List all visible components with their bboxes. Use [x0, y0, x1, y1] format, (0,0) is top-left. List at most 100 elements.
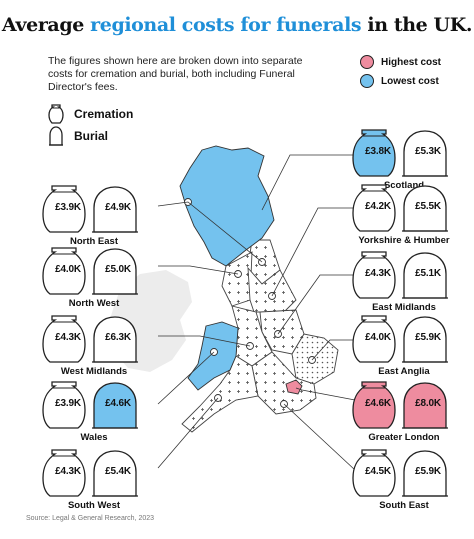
region-name: West Midlands [60, 366, 128, 377]
cremation-cost: £3.9K [55, 398, 81, 409]
cremation-cost: £4.3K [55, 332, 81, 343]
headstone-icon [403, 382, 447, 429]
cremation-cost: £4.6K [365, 398, 391, 409]
urn-icon [42, 449, 86, 497]
urn-icon [352, 315, 396, 363]
leader-greater-london [295, 387, 356, 401]
leader-east-midlands [277, 274, 355, 335]
urn-icon [42, 247, 86, 295]
urn-icon [352, 129, 396, 177]
leader-west-midlands [158, 335, 251, 347]
burial-cost: £5.0K [105, 264, 131, 275]
leader-north-west [158, 265, 239, 275]
headstone-icon [93, 248, 137, 295]
region-south-west-shape [181, 355, 259, 433]
region-block-south-west: £4.3K £5.4K South West [42, 448, 146, 518]
urn-icon [42, 315, 86, 363]
headstone-icon [93, 382, 137, 429]
urn-icon [352, 251, 396, 299]
headstone-icon [49, 126, 63, 146]
region-name: North East [69, 236, 119, 247]
legend-highest: Highest cost [360, 55, 441, 69]
leader-yorkshire [271, 207, 355, 297]
region-block-east-anglia: £4.0K £5.9K East Anglia [352, 314, 456, 384]
leader-scotland [261, 154, 355, 211]
region-block-greater-london: £4.6K £8.0K Greater London [352, 380, 456, 450]
region-name: South East [379, 500, 429, 511]
region-north-west-shape [221, 251, 253, 307]
region-block-east-midlands: £4.3K £5.1K East Midlands [352, 250, 456, 320]
page-title: Average regional costs for funerals in t… [0, 14, 474, 36]
legend-cremation-label: Cremation [74, 107, 134, 121]
burial-cost: £5.9K [415, 332, 441, 343]
region-wales-shape [187, 321, 239, 391]
title-part: in the UK. [361, 14, 473, 36]
headstone-icon [403, 185, 447, 232]
leader-lines [157, 154, 356, 471]
region-block-north-west: £4.0K £5.0K North West [42, 246, 146, 316]
region-yorkshire-shape [247, 266, 297, 313]
cremation-cost: £4.3K [365, 268, 391, 279]
headstone-icon [403, 130, 447, 177]
legend-burial-label: Burial [74, 129, 109, 143]
region-south-east-shape [251, 351, 317, 415]
region-name: North West [68, 298, 120, 309]
headstone-icon [93, 186, 137, 233]
title-part: Average [1, 14, 91, 36]
region-name: East Midlands [372, 302, 436, 313]
urn-icon [42, 185, 86, 233]
region-block-yorkshire: £4.2K £5.5K Yorkshire & Humber [352, 183, 456, 253]
cremation-cost: £4.3K [55, 466, 81, 477]
cremation-cost: £3.8K [365, 146, 391, 157]
region-name: Wales [80, 432, 108, 443]
region-name: Scotland [383, 180, 425, 191]
leader-wales [157, 351, 215, 405]
source-note: Source: Legal & General Research, 2023 [26, 515, 155, 522]
burial-cost: £5.4K [105, 466, 131, 477]
legend-lowest: Lowest cost [360, 74, 439, 88]
burial-cost: £5.9K [415, 466, 441, 477]
leader-east-anglia [311, 339, 355, 361]
leader-south-west [157, 397, 219, 469]
legend-cremation: Cremation [48, 104, 133, 124]
cremation-cost: £4.2K [365, 201, 391, 212]
headstone-icon [93, 450, 137, 497]
cremation-cost: £3.9K [55, 202, 81, 213]
region-block-wales: £3.9K £4.6K Wales [42, 380, 146, 450]
region-greater-london-shape [285, 379, 303, 395]
burial-cost: £8.0K [415, 398, 441, 409]
region-name: Greater London [368, 432, 440, 443]
headstone-icon [403, 316, 447, 363]
burial-cost: £5.1K [415, 268, 441, 279]
region-name: Yorkshire & Humber [358, 235, 450, 246]
title-accent: regional costs for funerals [90, 14, 362, 36]
burial-cost: £6.3K [105, 332, 131, 343]
region-block-west-midlands: £4.3K £6.3K West Midlands [42, 314, 146, 384]
headstone-icon [93, 316, 137, 363]
cremation-cost: £4.5K [365, 466, 391, 477]
burial-cost: £5.5K [415, 201, 441, 212]
legend-lowest-label: Lowest cost [381, 75, 439, 87]
region-block-south-east: £4.5K £5.9K South East [352, 448, 456, 518]
region-block-scotland: £3.8K £5.3K Scotland [352, 128, 456, 198]
burial-cost: £4.6K [105, 398, 131, 409]
region-name: South West [67, 500, 121, 511]
legend-burial: Burial [48, 126, 108, 146]
intro-text: The figures shown here are broken down i… [48, 55, 303, 93]
urn-icon [352, 184, 396, 232]
highest-swatch [360, 55, 374, 69]
headstone-icon [403, 252, 447, 299]
cremation-cost: £4.0K [55, 264, 81, 275]
cremation-cost: £4.0K [365, 332, 391, 343]
burial-cost: £5.3K [415, 146, 441, 157]
lowest-swatch [360, 74, 374, 88]
leader-south-east [283, 403, 356, 471]
legend-highest-label: Highest cost [381, 56, 442, 68]
urn-icon [48, 104, 64, 124]
headstone-icon [403, 450, 447, 497]
urn-icon [42, 381, 86, 429]
burial-cost: £4.9K [105, 202, 131, 213]
urn-icon [352, 381, 396, 429]
urn-icon [352, 449, 396, 497]
